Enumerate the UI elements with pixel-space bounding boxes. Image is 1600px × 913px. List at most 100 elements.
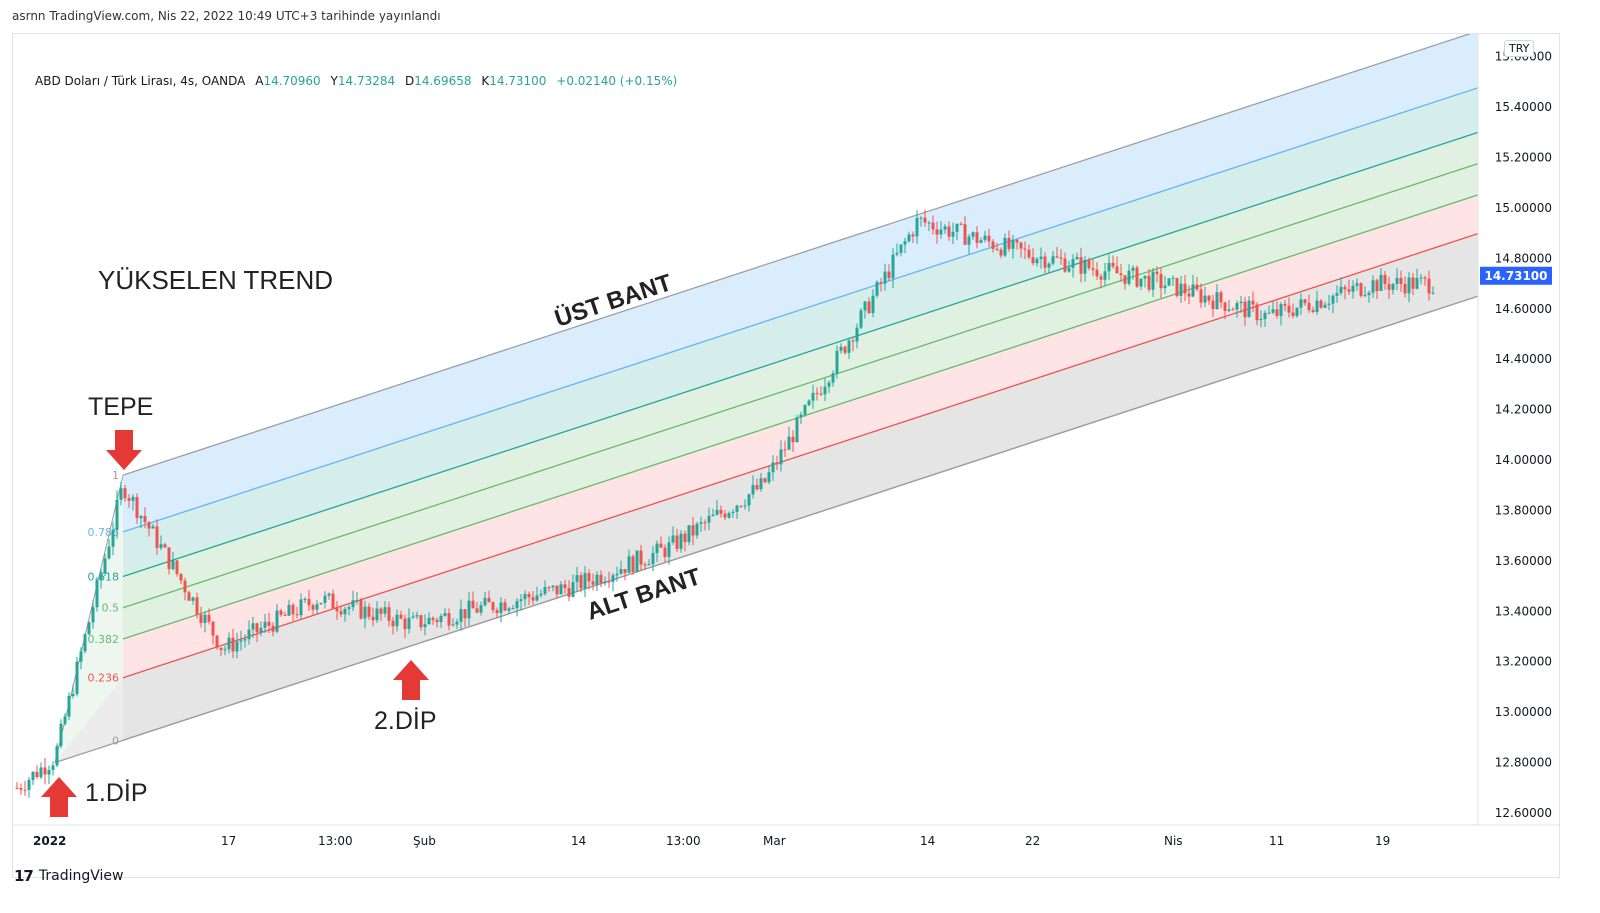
candle-body — [391, 620, 395, 627]
chart-legend: ABD Doları / Türk Lirası, 4s, OANDA A14.… — [35, 74, 677, 88]
candle-body — [1107, 262, 1111, 272]
candle-body — [1371, 280, 1375, 293]
time-tick-label: 2022 — [33, 834, 66, 848]
candle-body — [515, 601, 519, 609]
close-label: K — [481, 74, 490, 88]
candle-body — [959, 223, 963, 225]
fib-channel: 1 0.786 0.618 0.5 0.382 0.236 0 — [54, 34, 1479, 764]
currency-button[interactable]: TRY — [1504, 40, 1535, 57]
fib-band — [123, 132, 1478, 608]
fib-band — [123, 34, 1478, 532]
candle-body — [347, 607, 351, 610]
candle-body — [891, 254, 895, 279]
candle-body — [679, 533, 683, 549]
candle-body — [183, 580, 187, 593]
candle-body — [1231, 309, 1235, 311]
candle-body — [311, 605, 315, 610]
candle-body — [99, 573, 103, 581]
candle-body — [415, 615, 419, 617]
candle-body — [1287, 305, 1291, 313]
candle-body — [1315, 300, 1319, 312]
candle-body — [375, 608, 379, 621]
candle-body — [691, 525, 695, 536]
candle-body — [899, 244, 903, 253]
candle-body — [643, 564, 647, 566]
candle-body — [859, 310, 863, 328]
time-tick-label: 22 — [1025, 834, 1040, 848]
candle-body — [35, 771, 39, 778]
candle-body — [783, 449, 787, 451]
price-tick-label: 14.60000 — [1495, 302, 1552, 316]
candle-body — [251, 623, 255, 630]
candle-body — [955, 223, 959, 232]
price-tick-label: 15.00000 — [1495, 201, 1552, 215]
candle-body — [1379, 274, 1383, 292]
candle-body — [1359, 283, 1363, 296]
candle-body — [951, 231, 955, 237]
candle-body — [467, 600, 471, 619]
candle-body — [463, 609, 467, 619]
candle-body — [663, 547, 667, 557]
candle-body — [751, 485, 755, 495]
candle-body — [1419, 277, 1423, 279]
candle-body — [1383, 274, 1387, 284]
fib-band — [123, 194, 1478, 678]
candle-body — [851, 340, 855, 342]
candle-body — [687, 525, 691, 543]
candle-body — [355, 600, 359, 602]
candle-body — [1295, 307, 1299, 316]
candle-body — [963, 224, 967, 245]
candle-body — [747, 494, 751, 506]
candle-body — [1039, 256, 1043, 259]
candle-body — [191, 597, 195, 601]
candle-body — [1051, 256, 1055, 264]
candle-body — [263, 621, 267, 628]
candle-body — [291, 604, 295, 615]
candle-body — [39, 767, 43, 778]
candle-body — [1087, 259, 1091, 269]
candle-body — [431, 617, 435, 620]
candle-body — [1339, 286, 1343, 294]
candle-body — [1243, 301, 1247, 318]
candle-body — [675, 535, 679, 549]
candle-body — [599, 574, 603, 584]
price-tick-label: 13.60000 — [1495, 554, 1552, 568]
candle-body — [1335, 293, 1339, 296]
candle-body — [735, 505, 739, 512]
candle-body — [1127, 270, 1131, 284]
candle-body — [159, 544, 163, 548]
candle-body — [1431, 292, 1435, 294]
price-tick-label: 13.00000 — [1495, 705, 1552, 719]
candle-body — [1067, 267, 1071, 272]
candle-body — [563, 584, 567, 589]
candle-body — [323, 595, 327, 603]
candle-body — [827, 382, 831, 387]
candle-body — [1227, 309, 1231, 311]
channel-base-line — [54, 295, 1479, 764]
candle-body — [507, 608, 511, 611]
candle-body — [203, 614, 207, 623]
fib-level-line — [122, 34, 1472, 476]
footer-brand[interactable]: 17 TradingView — [14, 867, 123, 885]
chart-frame[interactable]: 10.7860.6180.50.3820.236015.6000015.4000… — [12, 33, 1560, 878]
candle-body — [771, 462, 775, 473]
price-chart[interactable]: 10.7860.6180.50.3820.236015.6000015.4000… — [13, 34, 1559, 877]
candle-body — [855, 327, 859, 342]
candle-body — [587, 573, 591, 582]
time-tick-label: 19 — [1375, 834, 1390, 848]
candle-body — [371, 616, 375, 621]
candle-body — [427, 617, 431, 625]
symbol-name[interactable]: ABD Doları / Türk Lirası, 4s, OANDA — [35, 74, 246, 88]
candle-body — [1427, 278, 1431, 294]
candle-body — [607, 581, 611, 583]
candle-body — [155, 526, 159, 548]
candle-body — [287, 604, 291, 616]
candle-body — [131, 496, 135, 501]
time-tick-label: Nis — [1164, 834, 1183, 848]
candle-body — [647, 564, 651, 566]
candle-body — [1255, 304, 1259, 321]
candle-body — [487, 597, 491, 603]
candle-body — [243, 639, 247, 641]
candle-body — [1351, 285, 1355, 292]
candle-body — [435, 619, 439, 623]
